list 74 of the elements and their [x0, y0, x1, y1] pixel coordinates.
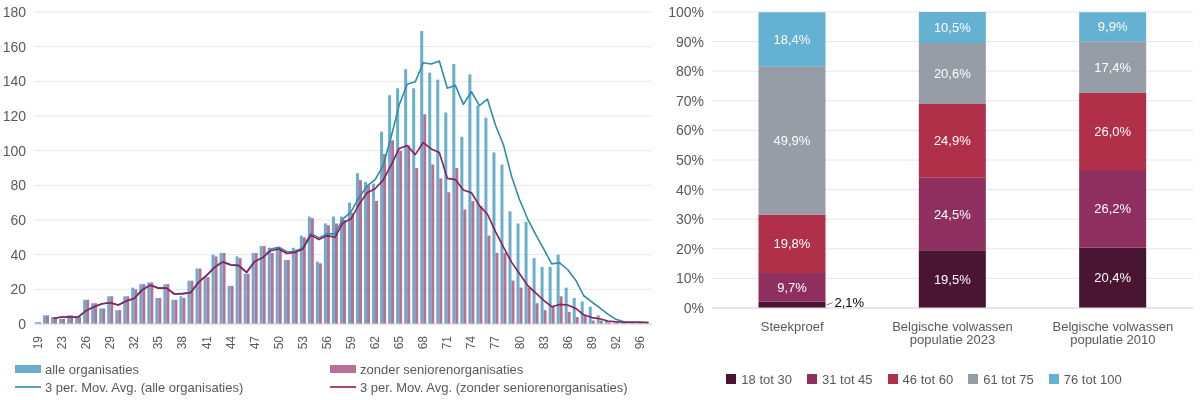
legend-label: 3 per. Mov. Avg. (zonder seniorenorganisaties) — [360, 379, 628, 395]
x-tick-label: 71 — [440, 335, 455, 350]
y-tick-label: 20% — [675, 240, 704, 257]
data-label: 24,5% — [933, 206, 972, 222]
y-tick-label: 0 — [18, 315, 27, 332]
legend-label: 76 tot 100 — [1063, 371, 1122, 387]
legend-label: 31 tot 45 — [821, 371, 873, 387]
legend-label: zonder seniorenorganisaties — [360, 361, 524, 377]
data-label: 26,0% — [1094, 124, 1132, 140]
x-tick-label: 50 — [271, 335, 286, 350]
x-tick-label: 26 — [79, 335, 94, 350]
y-tick-label: 60 — [10, 211, 27, 228]
data-label: 9,7% — [777, 279, 808, 295]
legend-label: 61 tot 75 — [983, 371, 1034, 387]
data-label: 20,6% — [933, 66, 972, 82]
data-label: 2,1% — [834, 295, 865, 311]
y-tick-label: 60% — [675, 122, 704, 139]
y-tick-label: 90% — [675, 33, 704, 50]
y-tick-label: 80 — [10, 177, 27, 194]
y-tick-label: 40 — [10, 246, 27, 263]
x-tick-label: 83 — [536, 335, 551, 350]
x-tick-label: 35 — [151, 335, 166, 350]
data-label: 19,8% — [773, 236, 811, 252]
x-tick-label: 44 — [223, 335, 238, 350]
y-tick-label: 80% — [675, 63, 704, 80]
y-tick-label: 100% — [668, 3, 704, 20]
x-tick-label: 19 — [31, 335, 46, 350]
y-tick-label: 20 — [10, 281, 27, 298]
y-tick-label: 0% — [683, 299, 704, 316]
x-tick-label: 89 — [584, 335, 599, 350]
x-tick-label: 86 — [560, 335, 575, 350]
x-tick-label: 41 — [199, 335, 214, 350]
legend-label: alle organisaties — [45, 361, 139, 377]
x-tick-label: 56 — [319, 335, 334, 350]
x-tick-label: 77 — [488, 335, 503, 350]
y-tick-label: 180 — [2, 3, 27, 20]
y-tick-label: 50% — [675, 151, 704, 168]
x-tick-label: 96 — [632, 335, 647, 350]
x-tick-label: 68 — [416, 335, 431, 350]
data-label: 17,4% — [1094, 59, 1132, 75]
legend-label: 18 tot 30 — [741, 371, 792, 387]
x-tick-label: 29 — [103, 335, 118, 350]
y-tick-label: 30% — [675, 211, 704, 228]
legend-label: 3 per. Mov. Avg. (alle organisaties) — [45, 379, 244, 395]
x-tick-label: 80 — [512, 335, 527, 350]
x-tick-label: Belgische volwassen populatie 2010 — [1052, 319, 1174, 348]
x-tick-label: 47 — [247, 335, 262, 350]
x-tick-label: 92 — [608, 335, 623, 350]
x-tick-label: 23 — [55, 335, 70, 350]
x-tick-label: 65 — [392, 335, 407, 350]
x-tick-label: 74 — [464, 335, 479, 350]
y-tick-label: 100 — [2, 142, 27, 159]
data-label: 20,4% — [1094, 270, 1132, 286]
x-tick-label: 59 — [344, 335, 359, 350]
x-tick-label: 32 — [127, 335, 142, 350]
y-tick-label: 160 — [2, 38, 27, 55]
data-label: 10,5% — [933, 20, 972, 36]
y-tick-label: 10% — [675, 270, 704, 287]
data-label: 19,5% — [933, 271, 972, 287]
data-label: 18,4% — [773, 32, 811, 48]
legend-label: 46 tot 60 — [902, 371, 954, 387]
data-label: 49,9% — [773, 133, 811, 149]
x-tick-label: Belgische volwassen populatie 2023 — [892, 319, 1013, 348]
x-tick-label: 53 — [295, 335, 310, 350]
data-label: 24,9% — [933, 133, 972, 149]
x-tick-label: 38 — [175, 335, 190, 350]
y-tick-label: 140 — [2, 73, 27, 90]
x-tick-label: 62 — [368, 335, 383, 350]
x-tick-label: Steekproef — [760, 319, 824, 335]
y-tick-label: 70% — [675, 92, 704, 109]
data-label: 26,2% — [1094, 201, 1132, 217]
y-tick-label: 120 — [2, 107, 27, 124]
data-label: 9,9% — [1097, 19, 1128, 35]
y-tick-label: 40% — [675, 181, 704, 198]
